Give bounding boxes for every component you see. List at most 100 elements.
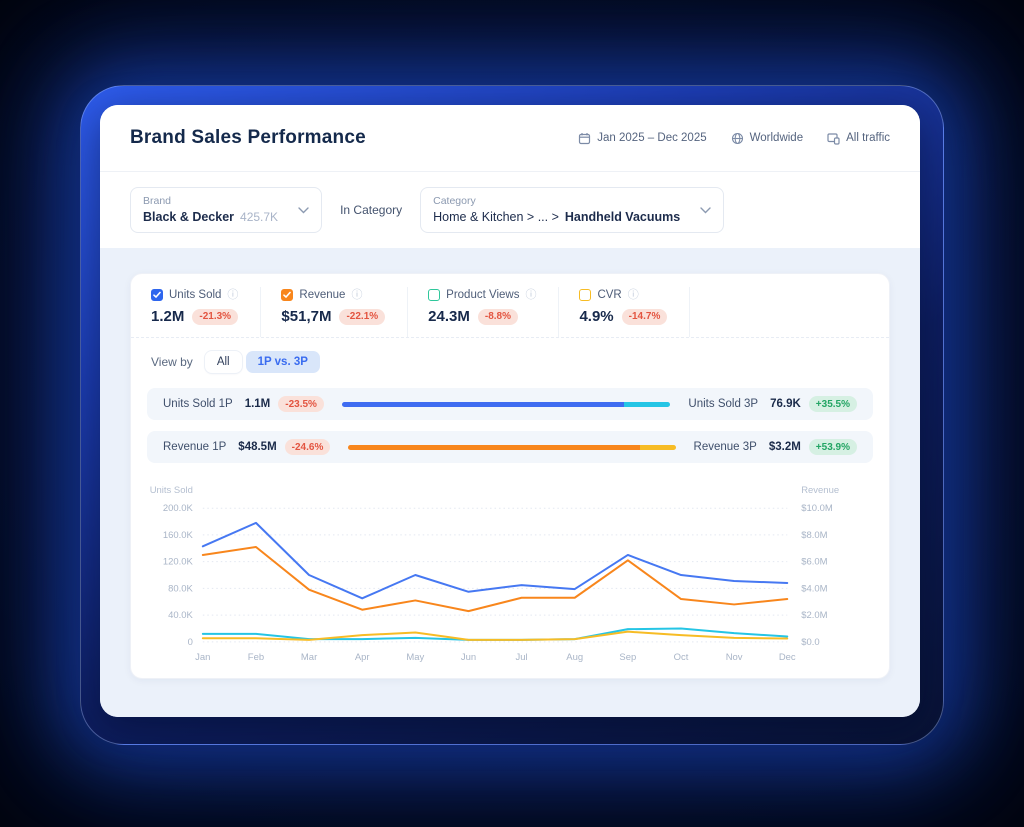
traffic-label: All traffic (846, 132, 890, 144)
revenue-1p-value: $48.5M (238, 441, 277, 453)
svg-text:Dec: Dec (779, 652, 796, 663)
revenue-3p-bar-segment (639, 444, 676, 450)
svg-text:80.0K: 80.0K (168, 583, 193, 594)
svg-text:$2.0M: $2.0M (801, 610, 827, 621)
region-control[interactable]: Worldwide (731, 132, 803, 145)
metric-label: Product Views (446, 289, 520, 301)
page-title: Brand Sales Performance (130, 127, 366, 148)
cvr-checkbox[interactable] (579, 289, 592, 301)
revenue-3p-change-badge: +53.9% (808, 439, 857, 455)
chart-area: Units Sold Revenue 200.0K $10.0M 160.0K $8.0M… (131, 463, 889, 678)
svg-text:40.0K: 40.0K (168, 610, 193, 621)
svg-text:Jun: Jun (461, 652, 476, 663)
svg-text:$6.0M: $6.0M (801, 557, 827, 568)
category-select-label: Category (433, 195, 476, 207)
header-meta: Jan 2025 – Dec 2025 Worldwide All traffi… (578, 132, 890, 145)
units-sold-stacked-bar (341, 401, 671, 407)
region-label: Worldwide (749, 132, 804, 144)
globe-icon (731, 132, 744, 145)
info-icon[interactable]: ⓘ (525, 288, 537, 301)
units-1p-change-badge: -23.5% (278, 396, 324, 412)
units-3p-value: 76.9K (770, 398, 801, 410)
units-3p-change-badge: +35.5% (808, 396, 857, 412)
svg-text:May: May (406, 652, 424, 663)
units-1p-bar-segment (341, 401, 625, 407)
revenue-1p-change-badge: -24.6% (284, 439, 331, 455)
metric-card-product-views: Product Views ⓘ 24.3M -8.8% (408, 287, 560, 337)
view-by-label: View by (151, 355, 193, 369)
svg-text:Feb: Feb (248, 652, 264, 663)
metric-card-revenue: Revenue ⓘ $51,7M -22.1% (261, 287, 409, 337)
filter-row: Brand Black & Decker 425.7K In Category … (100, 172, 920, 248)
metric-value: 24.3M (428, 308, 470, 325)
svg-text:$10.0M: $10.0M (801, 503, 833, 514)
sales-trend-chart: Units Sold Revenue 200.0K $10.0M 160.0K $8.0M… (150, 485, 839, 663)
chevron-down-icon (298, 201, 309, 219)
info-icon[interactable]: ⓘ (627, 288, 639, 301)
svg-text:120.0K: 120.0K (163, 557, 194, 568)
revenue-checkbox[interactable] (281, 289, 294, 301)
svg-text:Jul: Jul (516, 652, 528, 663)
brand-select[interactable]: Brand Black & Decker 425.7K (130, 187, 323, 233)
svg-text:Apr: Apr (355, 652, 370, 663)
card-body: Units Sold ⓘ 1.2M -21.3% Revenue ⓘ (100, 248, 920, 717)
card-header: Brand Sales Performance Jan 2025 – Dec 2… (100, 105, 920, 172)
svg-text:$4.0M: $4.0M (801, 583, 827, 594)
revenue-compare-row: Revenue 1P $48.5M -24.6% Revenue 3P $3.2… (147, 431, 873, 463)
svg-text:Aug: Aug (566, 652, 583, 663)
metric-change-badge: -8.8% (477, 308, 518, 325)
svg-text:$8.0M: $8.0M (801, 530, 827, 541)
revenue-3p-value: $3.2M (768, 441, 801, 453)
metrics-row: Units Sold ⓘ 1.2M -21.3% Revenue ⓘ (131, 274, 889, 338)
metric-value: 4.9% (579, 308, 614, 325)
svg-text:0: 0 (188, 637, 193, 648)
svg-text:160.0K: 160.0K (163, 530, 194, 541)
info-icon[interactable]: ⓘ (227, 288, 239, 301)
dashboard-card: Brand Sales Performance Jan 2025 – Dec 2… (100, 105, 920, 717)
category-select[interactable]: Category Home & Kitchen > ... > Handheld… (420, 187, 725, 233)
revenue-1p-label: Revenue 1P (163, 441, 227, 453)
product-views-checkbox[interactable] (428, 289, 441, 301)
info-icon[interactable]: ⓘ (351, 288, 363, 301)
calendar-icon (578, 132, 591, 145)
svg-text:Sep: Sep (619, 652, 636, 663)
units-sold-checkbox[interactable] (151, 289, 163, 301)
svg-text:$0.0: $0.0 (801, 637, 819, 648)
view-by-row: View by All 1P vs. 3P (131, 338, 889, 377)
brand-count: 425.7K (240, 210, 279, 224)
analytics-panel: Units Sold ⓘ 1.2M -21.3% Revenue ⓘ (130, 273, 890, 679)
tab-all[interactable]: All (204, 351, 242, 373)
date-range-label: Jan 2025 – Dec 2025 (597, 132, 707, 144)
units-3p-label: Units Sold 3P (688, 398, 759, 410)
svg-text:Nov: Nov (726, 652, 743, 663)
units-1p-value: 1.1M (244, 398, 271, 410)
brand-select-label: Brand (143, 195, 172, 207)
metric-card-cvr: CVR ⓘ 4.9% -14.7% (559, 287, 691, 337)
tab-1p-vs-3p[interactable]: 1P vs. 3P (245, 351, 320, 373)
revenue-3p-label: Revenue 3P (693, 441, 757, 453)
filter-connector-label: In Category (340, 203, 403, 217)
units-1p-label: Units Sold 1P (163, 398, 233, 410)
metric-label: Units Sold (169, 289, 222, 301)
metric-change-badge: -14.7% (621, 308, 668, 325)
brand-select-value: Black & Decker (143, 210, 235, 224)
svg-text:Units Sold: Units Sold (150, 485, 193, 496)
date-range-control[interactable]: Jan 2025 – Dec 2025 (578, 132, 707, 145)
metric-value: 1.2M (151, 308, 185, 325)
view-by-tabs: All 1P vs. 3P (204, 351, 320, 373)
svg-text:Oct: Oct (674, 652, 689, 663)
metric-change-badge: -22.1% (339, 308, 386, 325)
revenue-stacked-bar (348, 444, 676, 450)
metric-card-units-sold: Units Sold ⓘ 1.2M -21.3% (131, 287, 262, 337)
traffic-control[interactable]: All traffic (827, 132, 890, 145)
revenue-1p-bar-segment (348, 444, 640, 450)
category-path-prefix: Home & Kitchen > ... > (433, 210, 559, 224)
svg-text:Jan: Jan (195, 652, 210, 663)
metric-label: CVR (597, 289, 622, 301)
svg-text:Revenue: Revenue (801, 485, 839, 496)
units-sold-compare-row: Units Sold 1P 1.1M -23.5% Units Sold 3P … (147, 388, 873, 420)
metric-label: Revenue (299, 289, 346, 301)
category-select-value: Handheld Vacuums (564, 210, 681, 224)
units-3p-bar-segment (624, 401, 671, 407)
svg-text:200.0K: 200.0K (163, 503, 194, 514)
